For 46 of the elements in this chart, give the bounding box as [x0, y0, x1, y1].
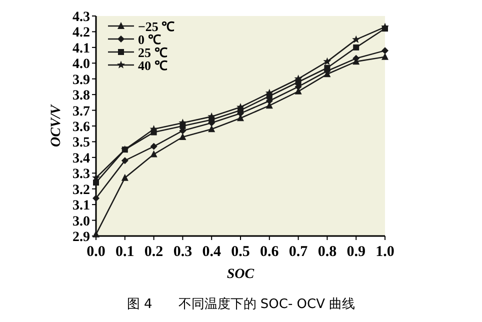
y-tick-label: 3.3 — [72, 167, 90, 182]
legend-label: −25 ℃ — [138, 19, 175, 34]
y-tick-label: 4.2 — [72, 26, 90, 41]
legend-label: 40 ℃ — [138, 58, 168, 73]
y-tick-label: 3.1 — [72, 198, 90, 214]
point — [150, 150, 158, 158]
y-tick-label: 3.9 — [72, 72, 90, 88]
x-tick-label: 0.7 — [288, 244, 308, 260]
point — [121, 157, 128, 164]
x-tick-label: 0.3 — [173, 244, 192, 260]
point — [382, 47, 388, 54]
y-tick-label: 4.1 — [72, 41, 90, 56]
y-axis-title: OCV/V — [49, 103, 64, 148]
y-tick-label: 3.7 — [72, 104, 90, 120]
point — [179, 133, 186, 140]
x-tick-label: 0.5 — [231, 244, 250, 260]
y-tick-label: 3.2 — [72, 182, 90, 198]
x-tick-label: 1.0 — [376, 244, 394, 260]
point — [323, 57, 332, 65]
point — [382, 52, 388, 60]
legend-label: 0 ℃ — [138, 32, 161, 47]
y-tick-label: 3.5 — [72, 136, 90, 151]
point — [352, 35, 360, 43]
x-tick-label: 0.0 — [86, 244, 106, 260]
x-axis-title: SOC — [226, 267, 255, 282]
x-tick-label: 0.6 — [260, 244, 280, 260]
y-tick-label: 3.4 — [72, 151, 90, 166]
x-tick-label: 0.4 — [202, 244, 222, 260]
y-tick-label: 4.0 — [72, 57, 90, 72]
y-tick-label: 2.9 — [72, 230, 90, 245]
y-tick-label: 4.3 — [72, 10, 90, 25]
y-tick-label: 3.8 — [72, 88, 90, 104]
point — [150, 142, 158, 150]
point — [324, 64, 330, 71]
caption: 图 4 不同温度下的 SOC- OCV 曲线 — [126, 296, 356, 312]
y-tick-label: 3.6 — [72, 120, 90, 135]
legend-label: 25 ℃ — [138, 45, 168, 60]
x-tick-label: 0.8 — [318, 244, 337, 260]
point — [121, 174, 128, 181]
y-tick-label: 3.0 — [72, 214, 90, 230]
point — [208, 125, 216, 132]
x-tick-label: 0.9 — [346, 244, 366, 260]
x-tick-label: 0.2 — [144, 244, 164, 260]
x-tick-label: 0.1 — [116, 244, 134, 260]
point — [92, 194, 100, 202]
point — [353, 44, 360, 50]
